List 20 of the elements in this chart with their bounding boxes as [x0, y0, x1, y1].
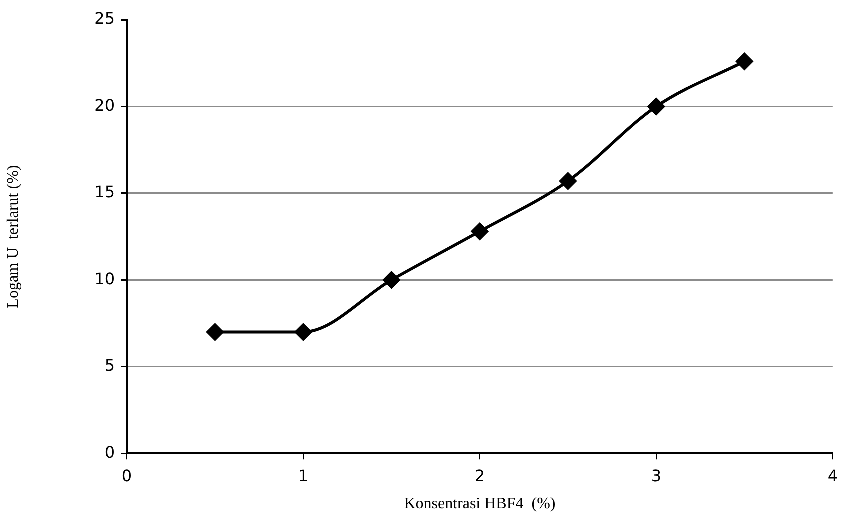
x-tick-label: 0	[122, 466, 132, 486]
y-tick-label: 10	[94, 269, 115, 288]
x-tick-label: 1	[298, 466, 309, 486]
x-axis-title: Konsentrasi HBF4 (%)	[404, 496, 556, 513]
point	[206, 324, 224, 341]
y-axis-title: Logam U terlarut (%)	[4, 165, 22, 308]
point	[471, 223, 488, 240]
y-tick-label: 0	[104, 442, 115, 462]
point	[294, 324, 312, 341]
y-tick-label: 25	[94, 9, 115, 28]
x-tick-label: 3	[651, 466, 662, 486]
point	[560, 172, 577, 190]
y-tick-label: 20	[94, 96, 115, 115]
y-tick-label: 5	[104, 356, 115, 376]
point	[383, 272, 400, 289]
point	[648, 98, 665, 116]
y-tick-label: 15	[94, 182, 115, 202]
x-tick-label: 2	[474, 466, 486, 486]
point	[736, 53, 754, 70]
x-tick-label: 4	[828, 466, 838, 486]
